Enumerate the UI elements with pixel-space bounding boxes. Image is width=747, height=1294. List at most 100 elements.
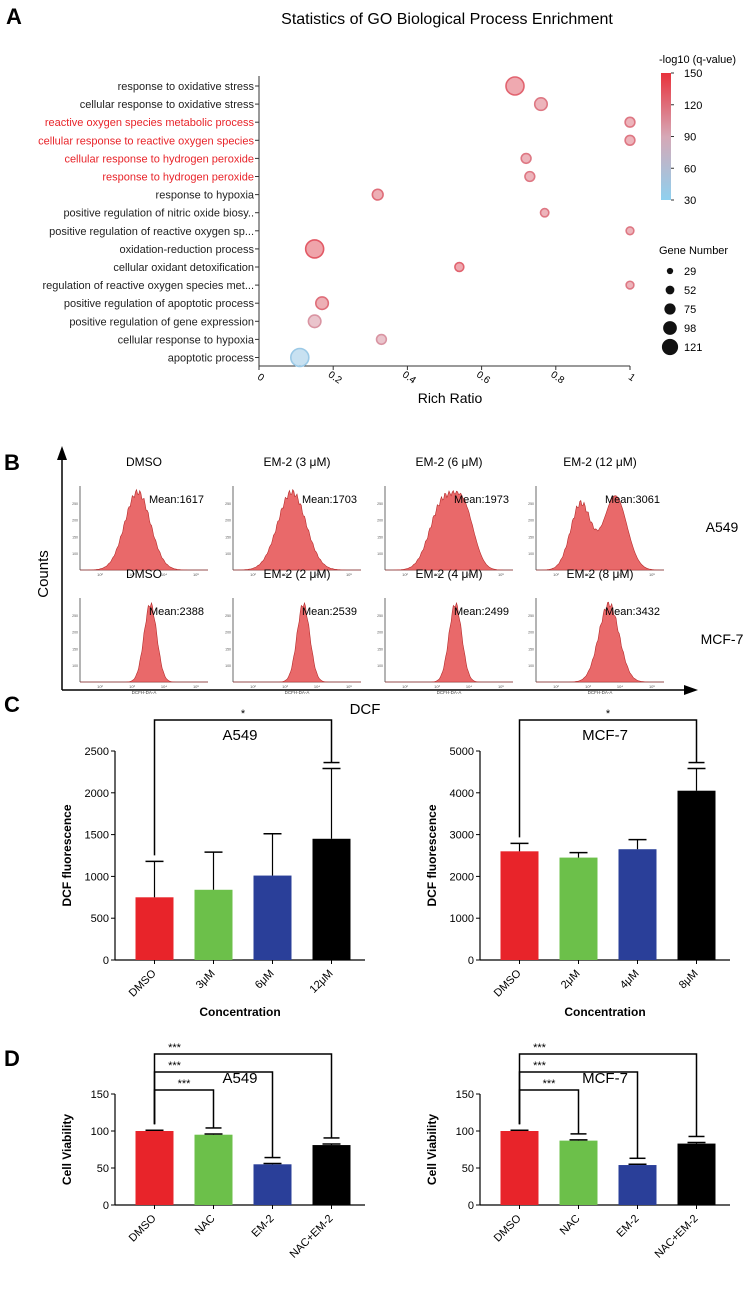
- flow-y-tick-label: 200: [528, 519, 534, 523]
- bar: [194, 1134, 233, 1205]
- bar-chart-y-tick-label: 1000: [85, 871, 109, 883]
- colorbar-tick-label: 30: [684, 195, 696, 207]
- flow-x-tick-label: 10⁵: [649, 684, 655, 689]
- flow-subaxis-label: DCFH-DA-A: [132, 690, 157, 695]
- significance-bracket: [153, 719, 333, 856]
- flow-x-tick-label: 10³: [585, 572, 591, 577]
- flow-layer: Counts DCF A549 DMSO 100 150 200 250 10² 10³ 10⁴ 10…: [35, 446, 744, 718]
- bar-category-label: DMSO: [492, 1212, 524, 1244]
- flow-mean-label: Mean:3432: [605, 606, 660, 618]
- flow-x-tick-label: 10³: [585, 684, 591, 689]
- flow-y-tick-label: 250: [72, 502, 78, 506]
- bar-category-label: DMSO: [492, 967, 524, 999]
- significance-marker: *: [606, 708, 611, 720]
- flow-condition-label: EM-2 (8 μM): [567, 567, 634, 581]
- bar-chart-y-tick-label: 5000: [450, 746, 474, 758]
- bar: [618, 849, 657, 960]
- flow-x-tick-label: 10³: [129, 684, 135, 689]
- go-chart-layer: 0 0.2 0.4 0.6 0.8 1 response to oxidative stre…: [38, 68, 702, 387]
- flow-cell-line-label: MCF-7: [701, 631, 744, 647]
- bar-chart-x-label: Concentration: [199, 1005, 280, 1019]
- bar-chart-y-tick-label: 150: [91, 1089, 109, 1101]
- significance-bracket: [518, 1053, 698, 1137]
- flow-y-tick-label: 100: [225, 552, 231, 556]
- bar: [253, 875, 292, 960]
- flow-x-tick-label: 10⁵: [498, 684, 504, 689]
- flow-x-tick-label: 10⁵: [193, 684, 199, 689]
- flow-y-tick-label: 150: [528, 647, 534, 651]
- go-bubble: [304, 239, 325, 259]
- flow-x-tick-label: 10³: [282, 684, 288, 689]
- go-term-label: response to oxidative stress: [118, 81, 255, 93]
- flow-x-tick-label: 10⁴: [617, 572, 623, 577]
- flow-condition-label: EM-2 (3 μM): [264, 455, 331, 469]
- flow-x-tick-label: 10⁵: [498, 572, 504, 577]
- go-bubble: [454, 261, 465, 273]
- go-bubble: [625, 280, 635, 290]
- go-x-tick-label: 0: [255, 372, 266, 384]
- go-term-label: regulation of reactive oxygen species me…: [42, 280, 254, 292]
- flow-condition-label: DMSO: [126, 567, 162, 581]
- flow-x-tick-label: 10²: [250, 572, 256, 577]
- flow-y-tick-label: 100: [72, 552, 78, 556]
- bar-category-label: 2μM: [559, 968, 583, 992]
- bar: [559, 1140, 598, 1205]
- bar-chart-y-label: Cell Viability: [425, 1114, 439, 1185]
- flow-y-tick-label: 250: [377, 502, 383, 506]
- bar-chart-y-tick-label: 100: [456, 1126, 474, 1138]
- bar-chart-y-tick-label: 0: [103, 955, 109, 967]
- flow-y-arrowhead: [57, 446, 67, 460]
- bar-chart-y-tick-label: 50: [462, 1163, 474, 1175]
- bar-chart-y-label: DCF fluorescence: [425, 804, 439, 906]
- bar-category-label: NAC: [193, 1213, 218, 1238]
- size-legend-dot: [666, 267, 674, 275]
- flow-condition-label: EM-2 (6 μM): [416, 455, 483, 469]
- panel-label-d: D: [4, 1046, 20, 1071]
- bar-chart-viability_a549: A549 Cell Viability 0 50 100 150 DMSO NAC EM-2 NA…: [60, 1042, 365, 1261]
- bar-category-label: 12μM: [308, 968, 336, 996]
- bar-category-label: NAC: [558, 1213, 583, 1238]
- flow-condition-label: DMSO: [126, 455, 162, 469]
- flow-y-tick-label: 250: [377, 614, 383, 618]
- go-term-label: positive regulation of nitric oxide bios…: [63, 208, 254, 220]
- flow-x-tick-label: 10³: [129, 572, 135, 577]
- go-bubble: [290, 347, 310, 368]
- flow-y-tick-label: 200: [377, 631, 383, 635]
- bar: [500, 851, 539, 960]
- flow-x-tick-label: 10⁵: [346, 572, 352, 577]
- go-term-label: cellular oxidant detoxification: [113, 262, 254, 274]
- go-x-tick-label: 0.6: [474, 369, 492, 386]
- flow-y-tick-label: 250: [528, 502, 534, 506]
- significance-marker: ***: [543, 1078, 557, 1090]
- bar: [677, 790, 716, 960]
- flow-x-tick-label: 10²: [250, 684, 256, 689]
- bar-chart-y-tick-label: 0: [468, 955, 474, 967]
- size-legend-dot: [664, 303, 676, 315]
- bar-category-label: DMSO: [127, 1212, 159, 1244]
- bar: [312, 838, 351, 960]
- flow-y-tick-label: 100: [225, 664, 231, 668]
- significance-bracket: [153, 1053, 333, 1138]
- go-term-label: positive regulation of reactive oxygen s…: [49, 226, 254, 238]
- bar-chart-y-label: Cell Viability: [60, 1114, 74, 1185]
- go-bubble: [315, 296, 330, 311]
- bar-category-label: EM-2: [250, 1213, 277, 1240]
- go-bubble: [375, 333, 388, 346]
- go-term-label: positive regulation of apoptotic process: [64, 298, 255, 310]
- go-term-label: apoptotic process: [168, 353, 255, 365]
- size-legend-label: 29: [684, 266, 696, 278]
- bar-chart-y-tick-label: 2500: [85, 746, 109, 758]
- bar-category-label: 4μM: [618, 968, 642, 992]
- flow-x-tick-label: 10³: [282, 572, 288, 577]
- flow-histogram: [536, 495, 664, 571]
- go-term-label: response to hypoxia: [156, 190, 255, 202]
- bar: [135, 897, 174, 960]
- size-legend-dot: [661, 338, 679, 356]
- significance-bracket: [153, 1089, 215, 1128]
- flow-y-tick-label: 150: [72, 535, 78, 539]
- bar-category-label: EM-2: [615, 1213, 642, 1240]
- bar: [618, 1165, 657, 1205]
- go-x-tick-label: 0.2: [326, 369, 344, 386]
